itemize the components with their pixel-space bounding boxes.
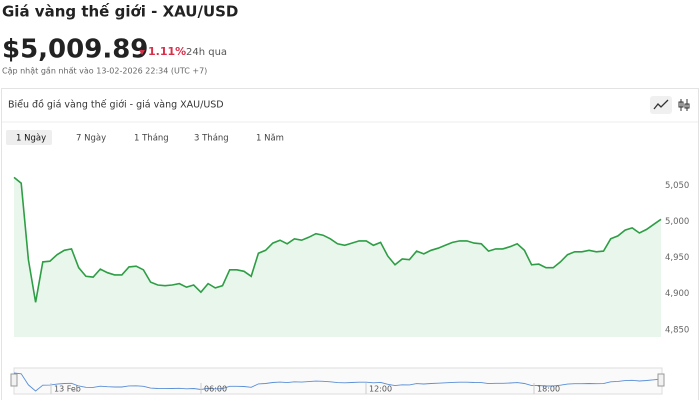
change: 1.11% — [148, 45, 186, 58]
line-icon[interactable] — [650, 96, 672, 114]
panel-title: Biểu đồ giá vàng thế giới - giá vàng XAU… — [8, 100, 224, 111]
y-tick-label: 4,900 — [665, 289, 689, 299]
y-tick-label: 5,050 — [665, 181, 689, 191]
navigator-label: 06:00 — [204, 385, 227, 394]
y-tick-label: 5,000 — [665, 217, 689, 227]
tab[interactable]: 1 Ngày — [16, 134, 46, 144]
tab[interactable]: 1 Năm — [256, 134, 284, 144]
navigator-handle[interactable] — [657, 373, 665, 387]
navigator-label: 13 Feb — [54, 385, 81, 394]
navigator — [13, 367, 663, 395]
page-title: Giá vàng thế giới - XAU/USD — [2, 2, 238, 21]
tab[interactable]: 3 Tháng — [194, 134, 229, 144]
navigator-label: 12:00 — [369, 385, 392, 394]
tab-active — [6, 130, 52, 145]
period: 24h qua — [186, 47, 227, 58]
updated: Cập nhật gần nhất vào 13-02-2026 22:34 (… — [2, 66, 207, 77]
price-line — [13, 176, 662, 303]
line-icon-glyph — [653, 99, 669, 110]
price: $5,009.89 — [2, 35, 148, 65]
candle-icon[interactable] — [678, 99, 690, 111]
navigator-label: 18:00 — [537, 385, 560, 394]
area — [14, 177, 661, 337]
tab[interactable]: 7 Ngày — [76, 134, 106, 144]
navigator-handle[interactable] — [10, 373, 18, 387]
y-tick-label: 4,850 — [665, 325, 689, 335]
y-tick-label: 4,950 — [665, 253, 689, 263]
tab[interactable]: 1 Tháng — [134, 134, 169, 144]
navigator-line — [13, 372, 662, 392]
down-arrow — [139, 50, 145, 55]
panel — [1, 88, 699, 400]
